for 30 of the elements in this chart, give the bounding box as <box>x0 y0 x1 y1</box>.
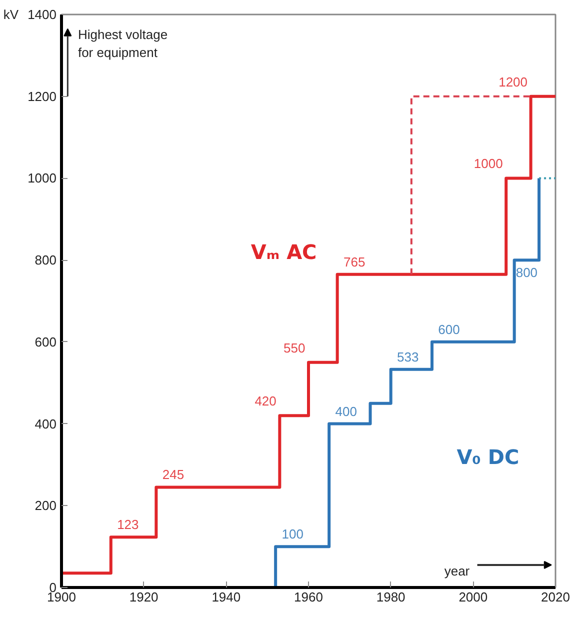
x-tick-label: 1940 <box>212 590 241 604</box>
x-tick-label: 1980 <box>376 590 406 604</box>
x-tick-label: 1960 <box>294 590 323 604</box>
text: V₀ DC <box>456 444 520 469</box>
x-tick-label: 1920 <box>129 590 158 604</box>
data-label: 765 <box>343 254 366 270</box>
series-label: Vₘ AC <box>250 240 317 264</box>
y-axis-title: kV <box>3 7 19 22</box>
y-tick-label: 400 <box>34 416 57 432</box>
x-tick-label: 2020 <box>541 590 570 604</box>
data-label: 100 <box>282 526 304 542</box>
data-label: 600 <box>438 322 460 337</box>
data-label: 420 <box>254 394 276 409</box>
data-label: 400 <box>335 404 357 419</box>
y-tick-label: 200 <box>34 498 57 514</box>
data-label: 533 <box>397 349 419 364</box>
data-label: 245 <box>162 467 184 482</box>
data-label: 123 <box>117 517 139 532</box>
annotation: Highest voltage for equipment <box>78 26 168 60</box>
data-label: 550 <box>284 340 306 356</box>
y-tick-label: 600 <box>34 334 57 350</box>
y-tick-label: 1400 <box>28 7 56 22</box>
data-label: 800 <box>516 265 538 280</box>
y-tick-label: 800 <box>34 252 57 268</box>
y-tick-label: 1200 <box>28 88 56 104</box>
data-label: 1000 <box>474 156 503 172</box>
annotation: year <box>444 563 470 578</box>
x-tick-label: 2000 <box>458 590 488 604</box>
data-label: 1200 <box>498 74 528 90</box>
y-tick-label: 1000 <box>28 170 56 186</box>
